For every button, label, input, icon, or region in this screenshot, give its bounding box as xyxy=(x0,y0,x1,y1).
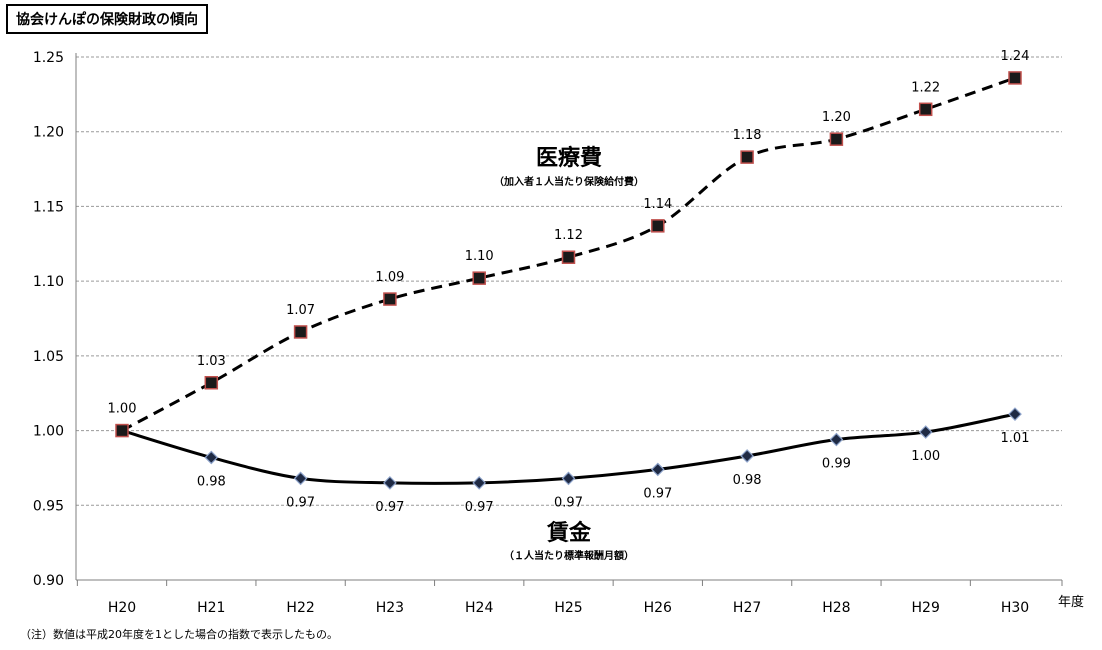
x-tick-label: H21 xyxy=(197,600,225,616)
medical-data-label: 1.07 xyxy=(286,303,315,318)
medical-data-label: 1.24 xyxy=(1001,49,1030,64)
page-title: 協会けんぽの保険財政の傾向 xyxy=(6,4,208,34)
wage-data-label: 1.00 xyxy=(911,449,940,464)
medical-point xyxy=(204,376,219,390)
footnote: （注）数値は平成20年度を1とした場合の指数で表示したもの。 xyxy=(20,628,338,641)
wage-point xyxy=(204,450,219,465)
medical-point xyxy=(651,219,665,233)
x-axis-unit: 年度 xyxy=(1058,594,1084,610)
x-tick-label: H27 xyxy=(733,600,761,616)
series-title-medical: 医療費 xyxy=(536,145,602,171)
y-tick-label: 1.05 xyxy=(33,349,64,365)
medical-point xyxy=(1008,71,1022,85)
x-tick-label: H23 xyxy=(376,600,404,616)
x-tick-label: H22 xyxy=(286,600,314,616)
medical-data-label: 1.03 xyxy=(197,354,226,369)
medical-data-label: 1.20 xyxy=(822,110,851,125)
wage-point xyxy=(561,471,576,486)
medical-point xyxy=(740,150,754,164)
wage-data-label: 0.98 xyxy=(733,473,762,488)
x-tick-label: H25 xyxy=(554,600,582,616)
medical-data-label: 1.12 xyxy=(554,228,583,243)
series-line-medical xyxy=(121,76,1016,432)
wage-data-label: 0.97 xyxy=(465,500,494,515)
medical-data-label: 1.18 xyxy=(733,128,762,143)
medical-data-label: 1.10 xyxy=(465,249,494,264)
wage-point xyxy=(918,425,933,439)
medical-point xyxy=(561,250,576,264)
wage-point xyxy=(293,471,308,486)
x-tick-label: H26 xyxy=(644,600,672,616)
y-tick-label: 1.15 xyxy=(33,199,64,215)
x-tick-label: H30 xyxy=(1001,600,1029,616)
medical-point xyxy=(115,423,129,438)
y-tick-label: 1.25 xyxy=(33,50,64,66)
wage-data-label: 0.97 xyxy=(554,495,583,510)
y-tick-label: 1.10 xyxy=(33,274,64,290)
series-subtitle-wage: （１人当たり標準報酬月額） xyxy=(504,549,634,562)
wage-data-label: 0.97 xyxy=(286,495,315,510)
series xyxy=(115,71,1022,490)
wage-data-label: 1.01 xyxy=(1001,431,1030,446)
x-tick-label: H28 xyxy=(822,600,850,616)
x-tick-label: H29 xyxy=(912,600,940,616)
medical-point xyxy=(829,132,844,146)
medical-data-label: 1.00 xyxy=(108,402,137,417)
axes: 0.90 0.95 1.00 1.05 1.10 1.15 1.20 1.25 H20 H21 H2… xyxy=(33,50,1084,616)
wage-point xyxy=(829,432,844,447)
wage-point xyxy=(740,449,754,463)
wage-data-label: 0.97 xyxy=(643,486,672,501)
wage-data-label: 0.97 xyxy=(375,500,404,515)
y-tick-label: 1.20 xyxy=(33,125,64,141)
medical-data-label: 1.09 xyxy=(375,270,404,285)
medical-data-label: 1.22 xyxy=(911,80,940,95)
y-tick-label: 0.95 xyxy=(33,498,64,514)
wage-point xyxy=(472,476,487,490)
series-titles: 医療費 （加入者１人当たり保険給付費） 賃金 （１人当たり標準報酬月額） xyxy=(494,145,644,562)
medical-point xyxy=(293,325,308,339)
wage-point xyxy=(1008,407,1022,421)
medical-point xyxy=(918,102,933,117)
x-tick-label: H20 xyxy=(108,600,136,616)
gridlines xyxy=(76,56,1062,506)
medical-point xyxy=(472,271,486,285)
medical-data-label: 1.14 xyxy=(643,197,672,212)
x-tick-label: H24 xyxy=(465,600,493,616)
data-labels: 1.00 1.03 1.07 1.09 1.10 1.12 1.14 1.18 1.20 1.22… xyxy=(108,49,1030,515)
medical-point xyxy=(383,292,397,306)
series-subtitle-medical: （加入者１人当たり保険給付費） xyxy=(494,175,644,188)
y-tick-label: 0.90 xyxy=(33,573,64,589)
wage-data-label: 0.99 xyxy=(822,457,851,472)
series-title-wage: 賃金 xyxy=(546,520,592,546)
wage-point xyxy=(650,462,665,477)
y-tick-label: 1.00 xyxy=(33,424,64,440)
wage-point xyxy=(383,476,397,490)
wage-data-label: 0.98 xyxy=(197,474,226,489)
